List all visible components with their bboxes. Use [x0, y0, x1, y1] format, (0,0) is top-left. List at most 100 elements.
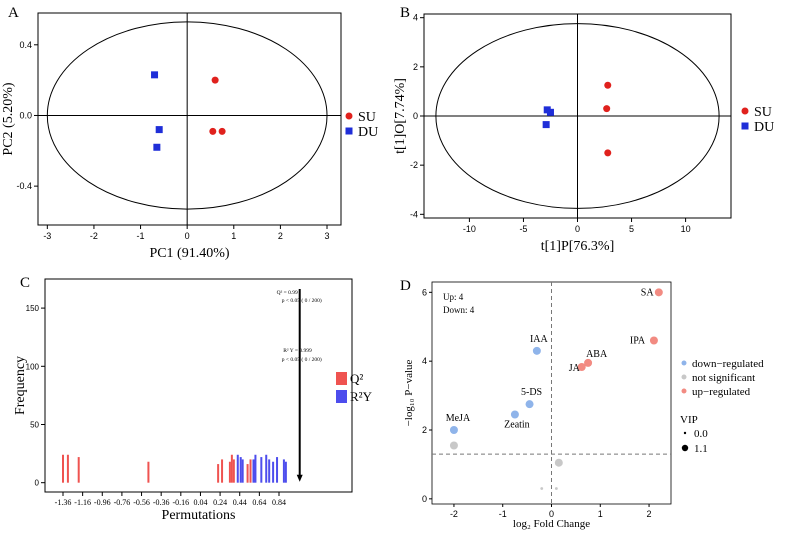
- histogram-bar-q2: [217, 464, 220, 483]
- x-tick-label: -0.56: [133, 498, 150, 507]
- y-tick-label: -4: [410, 209, 418, 219]
- x-tick-label: -5: [519, 224, 527, 234]
- y-tick-label: -0.4: [16, 181, 32, 191]
- legend-marker-su: [345, 112, 353, 120]
- x-tick-label: 0.24: [213, 498, 227, 507]
- legend-label-r2y: R²Y: [350, 389, 373, 404]
- data-point-su: [604, 81, 612, 89]
- histogram-bar-r2y: [260, 457, 263, 483]
- size-legend-label-small: 0.0: [694, 428, 708, 440]
- plot-frame: [44, 278, 353, 493]
- x-tick-label: -3: [43, 231, 51, 241]
- y-axis-title: −log₁₀ P−value: [403, 359, 415, 426]
- x-axis-title: PC1 (91.40%): [149, 246, 229, 261]
- legend-label-su: SU: [754, 105, 772, 120]
- panel-c: 0 50 100 150 -1.36 -1.16 -0.96 -0.76 -0.56 -0.36-…: [13, 275, 373, 523]
- x-tick-label: -0.16: [172, 498, 189, 507]
- y-tick-label: 6: [422, 287, 427, 297]
- histogram-bar-r2y: [265, 454, 268, 483]
- x-tick-label: -1.16: [74, 498, 91, 507]
- data-point-du: [153, 143, 161, 151]
- data-point-du: [542, 121, 550, 129]
- volcano-point-down: [532, 346, 541, 355]
- x-tick-label: 3: [325, 231, 330, 241]
- y-tick-label: 2: [413, 62, 418, 72]
- q2-pvalue: p < 0.05 ( 0 / 200): [282, 297, 322, 304]
- x-tick-label: -0.76: [114, 498, 131, 507]
- legend-marker-su: [741, 107, 749, 115]
- volcano-point-ns: [449, 441, 458, 450]
- legend-marker-du: [741, 122, 749, 130]
- x-tick-label: -0.36: [153, 498, 170, 507]
- histogram-bar-r2y: [252, 459, 255, 483]
- x-tick-label: 2: [647, 509, 652, 519]
- x-tick-label: -1.36: [55, 498, 72, 507]
- histogram-bar-r2y: [236, 454, 239, 483]
- x-tick-label: 0: [549, 509, 554, 519]
- x-tick-label: 0: [575, 224, 580, 234]
- metabolite-label: 5-DS: [521, 387, 542, 398]
- x-tick-label: 1: [231, 231, 236, 241]
- down-count: Down: 4: [443, 305, 475, 315]
- y-tick-label: 50: [30, 420, 39, 429]
- x-tick-label: 0.04: [193, 498, 207, 507]
- legend-label-su: SU: [358, 110, 376, 125]
- histogram-bar-q2: [77, 457, 80, 483]
- y-tick-label: 4: [413, 13, 418, 23]
- y-tick-label: 0: [35, 479, 40, 488]
- up-count: Up: 4: [443, 292, 464, 302]
- legend-swatch-q2: [336, 372, 347, 385]
- histogram-bar-q2: [147, 461, 150, 483]
- panel-label: B: [400, 5, 410, 21]
- legend-swatch-r2y: [336, 390, 347, 403]
- data-point-du: [151, 71, 159, 79]
- volcano-point-up: [654, 288, 663, 297]
- legend-marker-du: [345, 127, 353, 135]
- metabolite-label: SA: [641, 287, 655, 298]
- volcano-point-down: [525, 400, 534, 409]
- y-tick-label: -2: [410, 160, 418, 170]
- data-point-su: [603, 105, 611, 113]
- x-tick-label: 0.64: [252, 498, 266, 507]
- confidence-ellipse: [435, 23, 720, 209]
- histogram-bar-q2: [62, 454, 64, 483]
- histogram-bar-r2y: [239, 457, 242, 483]
- legend-label-ns: not significant: [692, 372, 755, 384]
- data-point-su: [218, 127, 226, 135]
- panel-b: -10 -5 0 5 10 -4 -2 0 2 4 t[1]P[76.3%] t[1]O[7.74%]…: [393, 5, 774, 254]
- x-axis-title: t[1]P[76.3%]: [541, 239, 615, 254]
- data-point-su: [211, 76, 219, 84]
- panel-label: C: [20, 275, 30, 291]
- metabolite-label: Zeatin: [504, 420, 530, 431]
- arrow-head: [296, 474, 303, 482]
- volcano-point-up: [577, 363, 586, 372]
- x-tick-label: 10: [681, 224, 691, 234]
- data-point-du: [155, 126, 163, 134]
- size-legend-title: VIP: [680, 414, 698, 426]
- histogram-bar-q2: [66, 454, 69, 483]
- volcano-point-ns: [554, 458, 563, 467]
- x-tick-label: -10: [463, 224, 476, 234]
- histogram-bar-q2: [221, 459, 224, 483]
- confidence-ellipse: [46, 21, 328, 210]
- legend-marker-ns: [681, 374, 687, 380]
- y-axis-title: t[1]O[7.74%]: [393, 78, 408, 154]
- y-tick-label: 0.4: [19, 40, 32, 50]
- y-axis-title: PC2 (5.20%): [1, 82, 16, 155]
- metabolite-label: IAA: [530, 334, 549, 345]
- volcano-point-up: [584, 358, 593, 367]
- size-legend-label-large: 1.1: [694, 443, 708, 455]
- volcano-point-ns: [540, 487, 544, 490]
- x-tick-label: 0.44: [233, 498, 247, 507]
- legend-marker-up: [681, 388, 687, 394]
- x-tick-label: -2: [450, 509, 458, 519]
- data-point-su: [209, 127, 217, 135]
- data-point-du: [546, 108, 554, 116]
- q2-stat: Q² = 0.99: [277, 290, 298, 296]
- data-point-su: [604, 149, 612, 157]
- y-tick-label: 0.0: [19, 110, 32, 120]
- y-axis-title: Frequency: [13, 356, 28, 415]
- histogram-bar-q2: [230, 454, 233, 483]
- y-tick-label: 0: [413, 111, 418, 121]
- y-tick-label: 4: [422, 356, 427, 366]
